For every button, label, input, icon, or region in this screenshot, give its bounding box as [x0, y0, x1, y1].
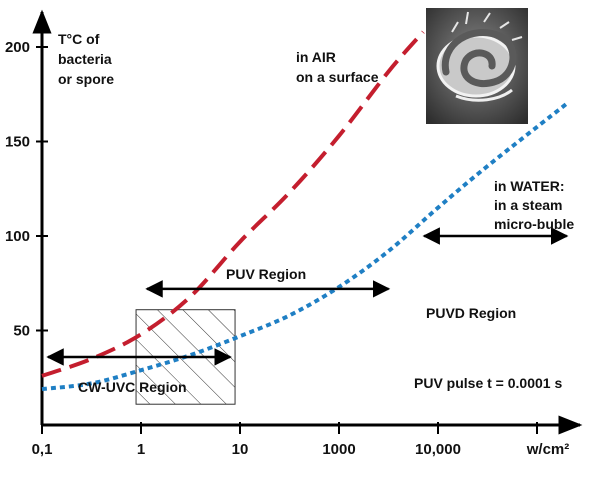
- y-tick-label: 50: [13, 323, 30, 340]
- y-axis-title-line-2: bacteria: [58, 51, 112, 67]
- x-axis-unit-label: w/cm²: [526, 441, 570, 458]
- x-tick-label: 10,000: [415, 441, 461, 458]
- y-axis-title-line-1: T°C of: [58, 31, 100, 47]
- water-curve-label-line-3: micro-buble: [494, 216, 574, 232]
- x-tick-label: 0,1: [32, 441, 53, 458]
- y-tick-label: 150: [5, 134, 30, 151]
- spore-micrograph-image: [426, 8, 528, 124]
- puvd-region-label: PUVD Region: [426, 305, 516, 321]
- puv-region-label: PUV Region: [226, 266, 306, 282]
- water-curve: [41, 102, 568, 392]
- air-curve-label-line-1: in AIR: [296, 49, 336, 65]
- y-tick-label: 100: [5, 228, 30, 245]
- puv-pulse-note: PUV pulse t = 0.0001 s: [414, 375, 562, 391]
- water-curve-label-line-2: in a steam: [494, 197, 562, 213]
- x-tick-label: 1: [137, 441, 145, 458]
- water-curve-label-line-1: in WATER:: [494, 178, 565, 194]
- x-tick-label: 1000: [322, 441, 355, 458]
- air-curve-label-line-2: on a surface: [296, 69, 379, 85]
- cw-uvc-region-label: CW-UVC Region: [78, 379, 187, 395]
- y-tick-label: 200: [5, 39, 30, 56]
- y-axis-title-line-3: or spore: [58, 71, 114, 87]
- x-tick-label: 10: [232, 441, 249, 458]
